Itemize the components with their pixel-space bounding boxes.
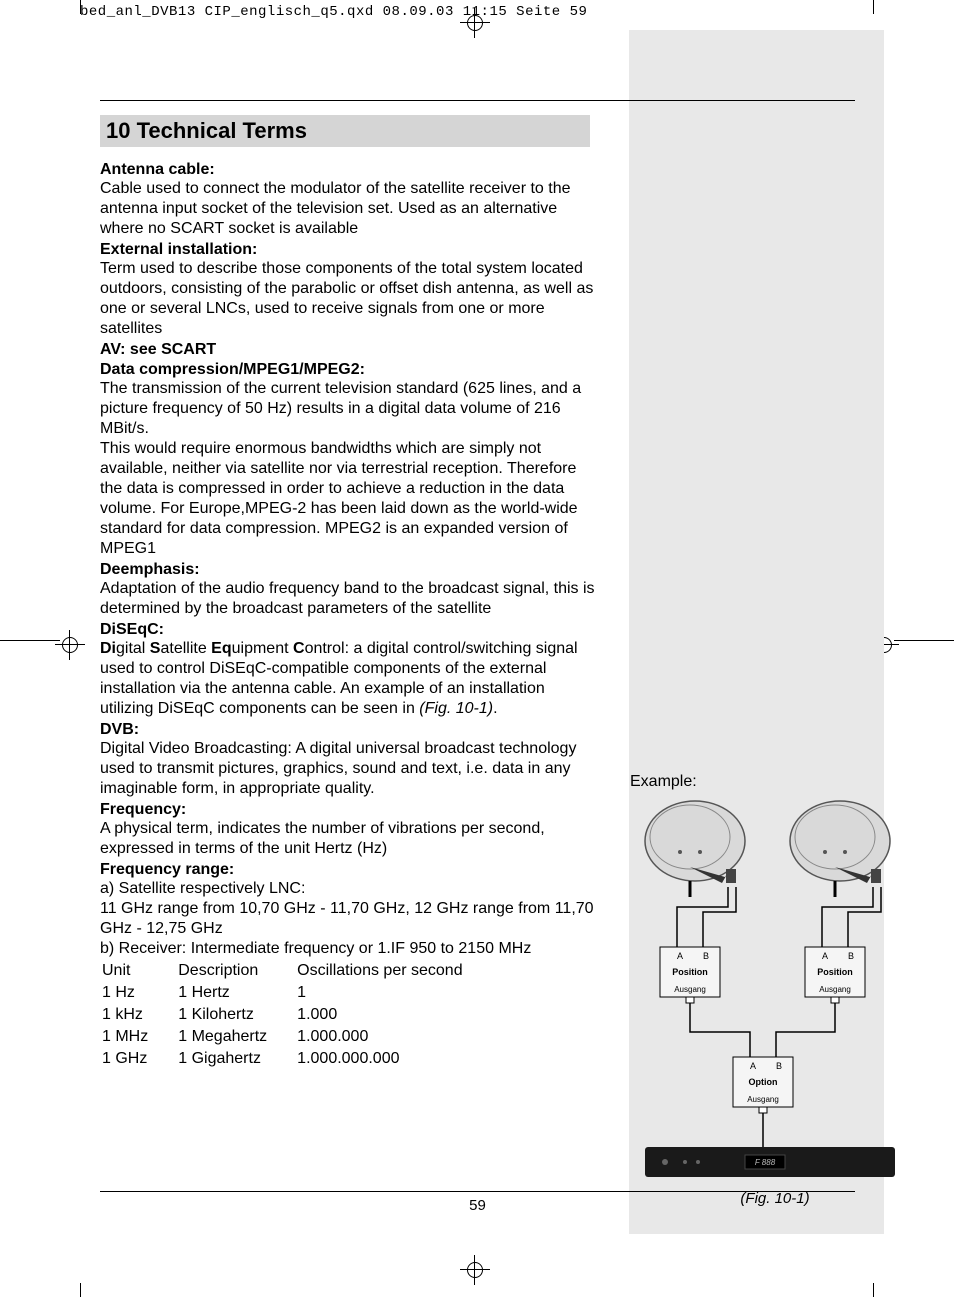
text-span: . [493,700,497,717]
crop-edge [873,1283,874,1297]
page-content: 10 Technical Terms Antenna cable: Cable … [100,100,855,1220]
page-number: 59 [100,1197,855,1214]
table-row: 1 kHz 1 Kilohertz 1.000 [102,1005,491,1025]
acronym-letter: Di [100,640,116,657]
term-body: 11 GHz range from 10,70 GHz - 11,70 GHz,… [100,899,600,939]
receiver-display: F 888 [755,1158,776,1167]
example-label: Example: [630,773,930,791]
crop-edge [0,640,60,641]
port-label: A [750,1061,756,1071]
table-header: Description [178,961,295,981]
term-body: The transmission of the current televisi… [100,379,600,439]
term-heading: Deemphasis: [100,561,600,579]
term-body: Cable used to connect the modulator of t… [100,179,600,239]
term-body: This would require enormous bandwidths w… [100,439,600,559]
table-cell: 1 GHz [102,1049,176,1069]
switch-box-option: A B Option Ausgang [733,1057,793,1113]
table-cell: 1 Gigahertz [178,1049,295,1069]
table-cell: 1 MHz [102,1027,176,1047]
box-label: Ausgang [747,1095,779,1104]
diseqc-diagram: A B Position Ausgang A B Position Ausgan… [630,797,920,1207]
chapter-title: 10 Technical Terms [100,115,590,147]
table-cell: 1.000.000.000 [297,1049,490,1069]
table-cell: 1 Hz [102,983,176,1003]
text-span: uipment [232,640,293,657]
box-label: Position [817,967,853,977]
diagram-svg: A B Position Ausgang A B Position Ausgan… [630,797,920,1207]
table-cell: 1 kHz [102,1005,176,1025]
port-label: A [822,951,828,961]
term-heading: Frequency range: [100,861,600,879]
crop-edge [80,1283,81,1297]
crop-mark-icon [460,8,490,38]
main-column: 10 Technical Terms Antenna cable: Cable … [100,101,600,1071]
term-heading: External installation: [100,241,600,259]
port-label: A [677,951,683,961]
term-body: Digital Video Broadcasting: A digital un… [100,739,600,799]
receiver-box: F 888 [645,1147,895,1177]
crop-edge [873,0,874,14]
satellite-dish-icon [790,801,890,897]
term-body: b) Receiver: Intermediate frequency or 1… [100,939,600,959]
bottom-rule [100,1191,855,1192]
term-body: Digital Satellite Equipment Control: a d… [100,639,600,719]
table-cell: 1 Kilohertz [178,1005,295,1025]
table-cell: 1.000.000 [297,1027,490,1047]
term-heading: AV: see SCART [100,341,600,359]
switch-box-position: A B Position Ausgang [805,947,865,1003]
text-span: atellite [160,640,211,657]
table-cell: 1 Megahertz [178,1027,295,1047]
term-body: a) Satellite respectively LNC: [100,879,600,899]
table-row: 1 MHz 1 Megahertz 1.000.000 [102,1027,491,1047]
term-heading: Data compression/MPEG1/MPEG2: [100,361,600,379]
side-figure: Example: [630,773,930,1207]
frequency-table: Unit Description Oscillations per second… [100,959,493,1071]
term-heading: DiSEqC: [100,621,600,639]
port-label: B [703,951,709,961]
term-heading: Frequency: [100,801,600,819]
figure-reference: (Fig. 10-1) [419,700,493,717]
port-label: B [776,1061,782,1071]
table-row: 1 GHz 1 Gigahertz 1.000.000.000 [102,1049,491,1069]
table-header: Unit [102,961,176,981]
term-heading: DVB: [100,721,600,739]
printer-header: bed_anl_DVB13 CIP_englisch_q5.qxd 08.09.… [80,4,587,20]
satellite-dish-icon [645,801,745,897]
switch-box-position: A B Position Ausgang [660,947,720,1003]
term-body: A physical term, indicates the number of… [100,819,600,859]
acronym-letter: S [150,640,161,657]
table-cell: 1 Hertz [178,983,295,1003]
crop-mark-icon [460,1255,490,1285]
term-heading: Antenna cable: [100,161,600,179]
port-label: B [848,951,854,961]
box-label: Ausgang [819,985,851,994]
crop-edge [894,640,954,641]
term-body: Adaptation of the audio frequency band t… [100,579,600,619]
table-cell: 1 [297,983,490,1003]
crop-mark-icon [55,630,85,660]
box-label: Option [749,1077,778,1087]
table-header: Oscillations per second [297,961,490,981]
box-label: Position [672,967,708,977]
table-row: 1 Hz 1 Hertz 1 [102,983,491,1003]
acronym-letter: Eq [211,640,231,657]
term-body: Term used to describe those components o… [100,259,600,339]
box-label: Ausgang [674,985,706,994]
acronym-letter: C [293,640,305,657]
table-cell: 1.000 [297,1005,490,1025]
table-row: Unit Description Oscillations per second [102,961,491,981]
text-span: gital [116,640,150,657]
